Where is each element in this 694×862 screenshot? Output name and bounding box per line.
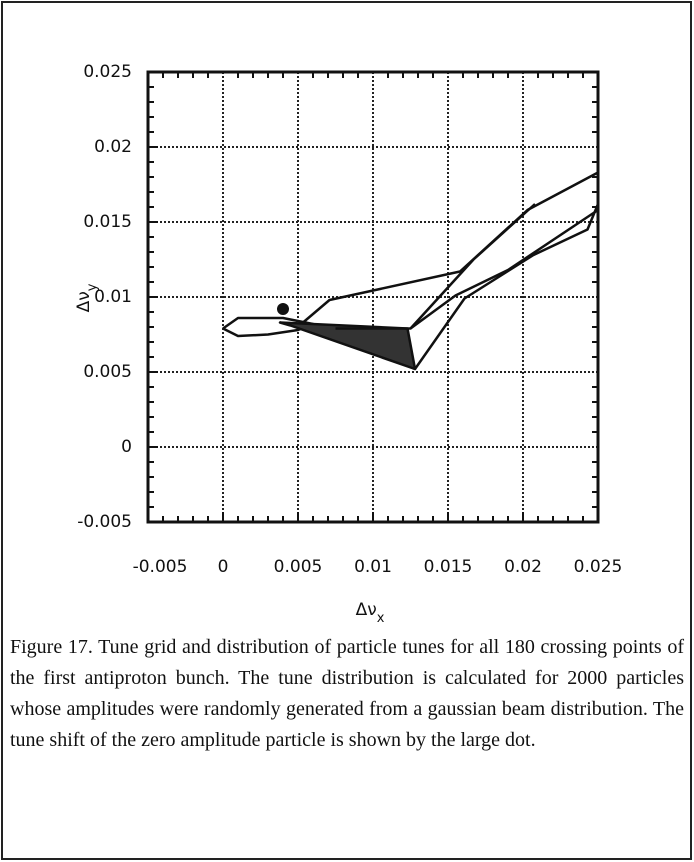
y-axis-label: Δνy <box>74 283 100 312</box>
zero-amplitude-dot <box>277 303 289 315</box>
tune-line <box>409 208 599 330</box>
caption: Figure 17. Tune grid and distribution of… <box>10 636 684 751</box>
tune-line <box>298 171 599 327</box>
tune-line <box>278 321 417 371</box>
x-tick-label: 0 <box>218 557 229 577</box>
y-tick-label: 0.01 <box>94 287 132 307</box>
y-tick-label: 0.005 <box>83 362 132 382</box>
plot-frame <box>146 70 600 524</box>
y-axis-label-sub: y <box>85 283 100 291</box>
y-axis-label-main: Δν <box>74 291 94 312</box>
x-tick-label: 0.015 <box>424 557 473 577</box>
x-axis-label-main: Δν <box>356 600 377 620</box>
x-axis-label: Δνx <box>356 600 385 626</box>
y-tick-label: 0.025 <box>83 62 132 82</box>
x-tick-label: -0.005 <box>133 557 188 577</box>
tune-line <box>335 203 536 330</box>
x-tick-label: 0.02 <box>504 557 542 577</box>
x-tick-label: 0.005 <box>274 557 323 577</box>
x-axis-label-sub: x <box>377 611 385 626</box>
x-tick-label: 0.01 <box>354 557 392 577</box>
y-tick-label: 0.015 <box>83 212 132 232</box>
x-tick-label: 0.025 <box>574 557 623 577</box>
y-tick-label: 0 <box>121 437 132 457</box>
y-tick-label: -0.005 <box>77 512 132 532</box>
y-tick-label: 0.02 <box>94 137 132 157</box>
